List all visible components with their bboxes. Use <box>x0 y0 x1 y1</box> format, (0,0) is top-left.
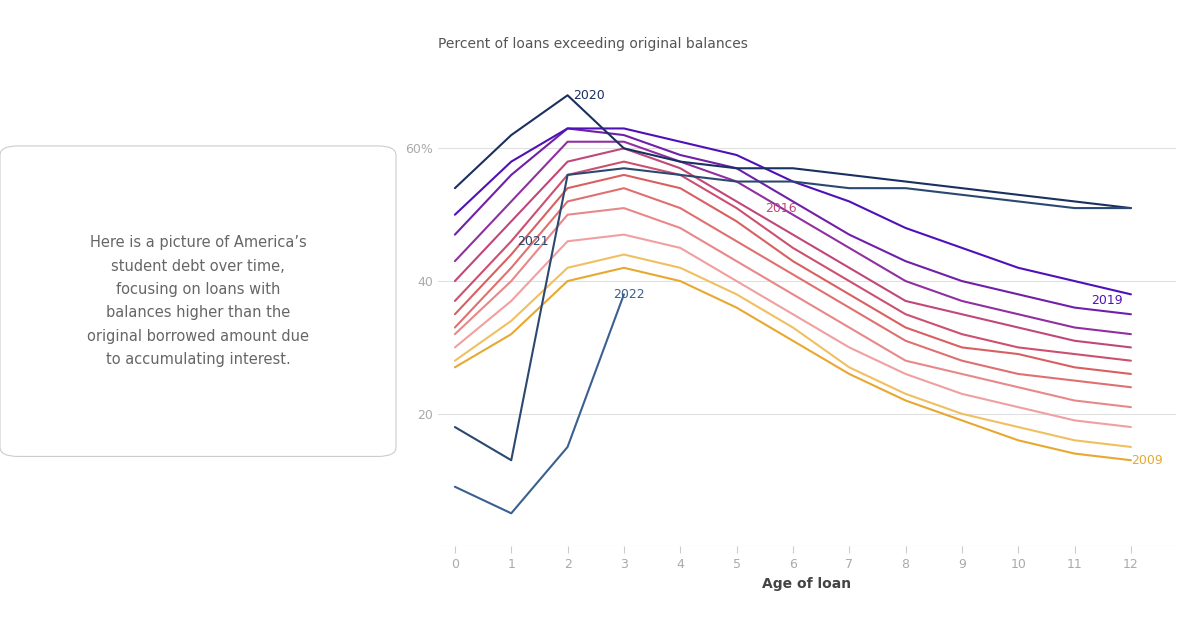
X-axis label: Age of loan: Age of loan <box>762 577 852 591</box>
Text: 2022: 2022 <box>613 288 644 301</box>
Text: 2016: 2016 <box>764 202 797 215</box>
Text: 2009: 2009 <box>1130 454 1163 467</box>
Text: Here is a picture of America’s
student debt over time,
focusing on loans with
ba: Here is a picture of America’s student d… <box>86 235 310 367</box>
Text: 2020: 2020 <box>574 89 605 102</box>
Text: Percent of loans exceeding original balances: Percent of loans exceeding original bala… <box>438 37 748 51</box>
Text: 2021: 2021 <box>517 235 548 248</box>
Text: 2019: 2019 <box>1092 294 1123 307</box>
